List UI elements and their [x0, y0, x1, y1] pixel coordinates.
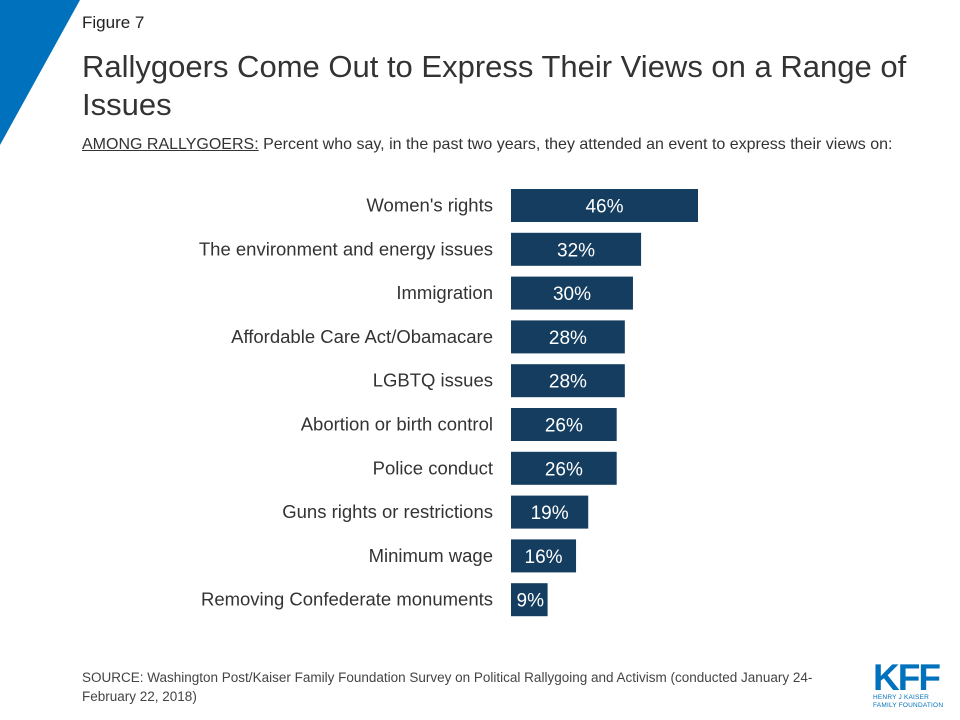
bar	[511, 320, 625, 354]
logo-line-2: FAMILY FOUNDATION	[873, 702, 944, 709]
bar	[511, 539, 577, 573]
category-label: Removing Confederate monuments	[201, 589, 493, 610]
data-label: 26%	[545, 459, 583, 480]
data-label: 9%	[517, 591, 545, 612]
bar	[511, 451, 617, 485]
category-label: Abortion or birth control	[301, 414, 493, 435]
bar	[511, 189, 698, 222]
subtitle-qualifier: AMONG RALLYGOERS:	[82, 136, 259, 153]
subtitle-text: Percent who say, in the past two years, …	[258, 136, 893, 153]
category-label: Guns rights or restrictions	[282, 501, 493, 522]
bar	[511, 364, 625, 398]
data-label: 32%	[557, 240, 595, 261]
accent-shape	[0, 0, 80, 145]
data-label: 30%	[553, 284, 591, 305]
category-label: Minimum wage	[369, 545, 493, 566]
logo-mark: KFF	[873, 657, 941, 698]
chart-subtitle: AMONG RALLYGOERS: Percent who say, in th…	[82, 133, 922, 156]
category-label: Affordable Care Act/Obamacare	[231, 326, 493, 347]
chart-title: Rallygoers Come Out to Express Their Vie…	[82, 49, 907, 122]
bar	[511, 232, 642, 266]
data-label: 46%	[585, 197, 623, 218]
bar	[511, 495, 589, 529]
data-label: 28%	[549, 372, 587, 393]
category-label: Immigration	[396, 282, 493, 303]
bar-chart: Women's rights 46% The environment and ene…	[199, 189, 698, 617]
data-label: 16%	[525, 547, 563, 568]
bar	[511, 408, 617, 441]
figure-label: Figure 7	[82, 13, 145, 32]
category-label: Police conduct	[373, 457, 493, 478]
category-label: LGBTQ issues	[373, 370, 493, 391]
data-label: 19%	[531, 503, 569, 524]
bar	[511, 583, 548, 617]
source-note: SOURCE: Washington Post/Kaiser Family Fo…	[82, 670, 813, 704]
logo-line-1: HENRY J KAISER	[873, 694, 930, 701]
kff-logo: KFF HENRY J KAISER FAMILY FOUNDATION	[873, 657, 953, 710]
data-label: 26%	[545, 416, 583, 437]
category-label: The environment and energy issues	[199, 238, 493, 259]
data-label: 28%	[549, 328, 587, 349]
bar	[511, 276, 633, 310]
category-label: Women's rights	[366, 195, 493, 216]
